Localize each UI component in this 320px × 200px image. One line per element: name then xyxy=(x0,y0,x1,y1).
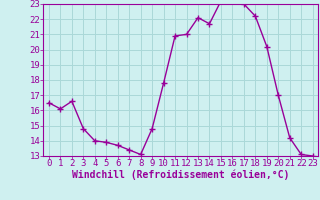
X-axis label: Windchill (Refroidissement éolien,°C): Windchill (Refroidissement éolien,°C) xyxy=(72,169,290,180)
